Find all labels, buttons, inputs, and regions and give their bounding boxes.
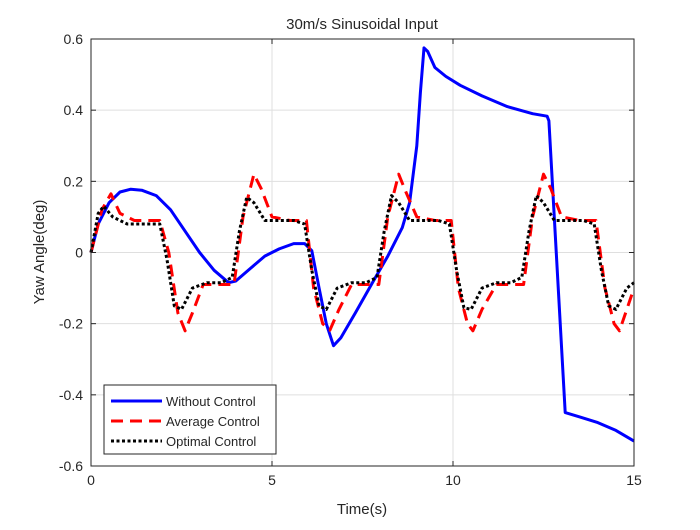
y-tick-label: 0 [75,245,83,261]
legend: Without Control Average Control Optimal Co… [103,384,277,455]
y-axis-label: Yaw Angle(deg) [31,200,48,305]
legend-label: Average Control [166,414,260,429]
y-tick-label: -0.4 [59,387,83,403]
series-line-2 [89,194,635,311]
legend-label: Optimal Control [166,434,256,449]
x-tick-label: 15 [626,472,642,488]
y-tick-label: 0.4 [64,102,84,118]
y-tick-label: 0.2 [64,173,84,189]
x-tick-label: 5 [268,472,276,488]
ticks: 0 5 10 15 -0.6 -0.4 -0.2 0 0.2 0.4 0.6 [59,31,642,488]
y-tick-label: -0.2 [59,316,83,332]
y-tick-label: 0.6 [64,31,84,47]
chart-title: 30m/s Sinusoidal Input [286,16,439,33]
legend-label: Without Control [166,394,256,409]
x-tick-label: 0 [87,472,95,488]
x-tick-label: 10 [445,472,461,488]
y-tick-label: -0.6 [59,458,83,474]
series-lines [89,46,636,443]
x-axis-label: Time(s) [337,501,387,518]
series-line-0 [89,46,635,443]
